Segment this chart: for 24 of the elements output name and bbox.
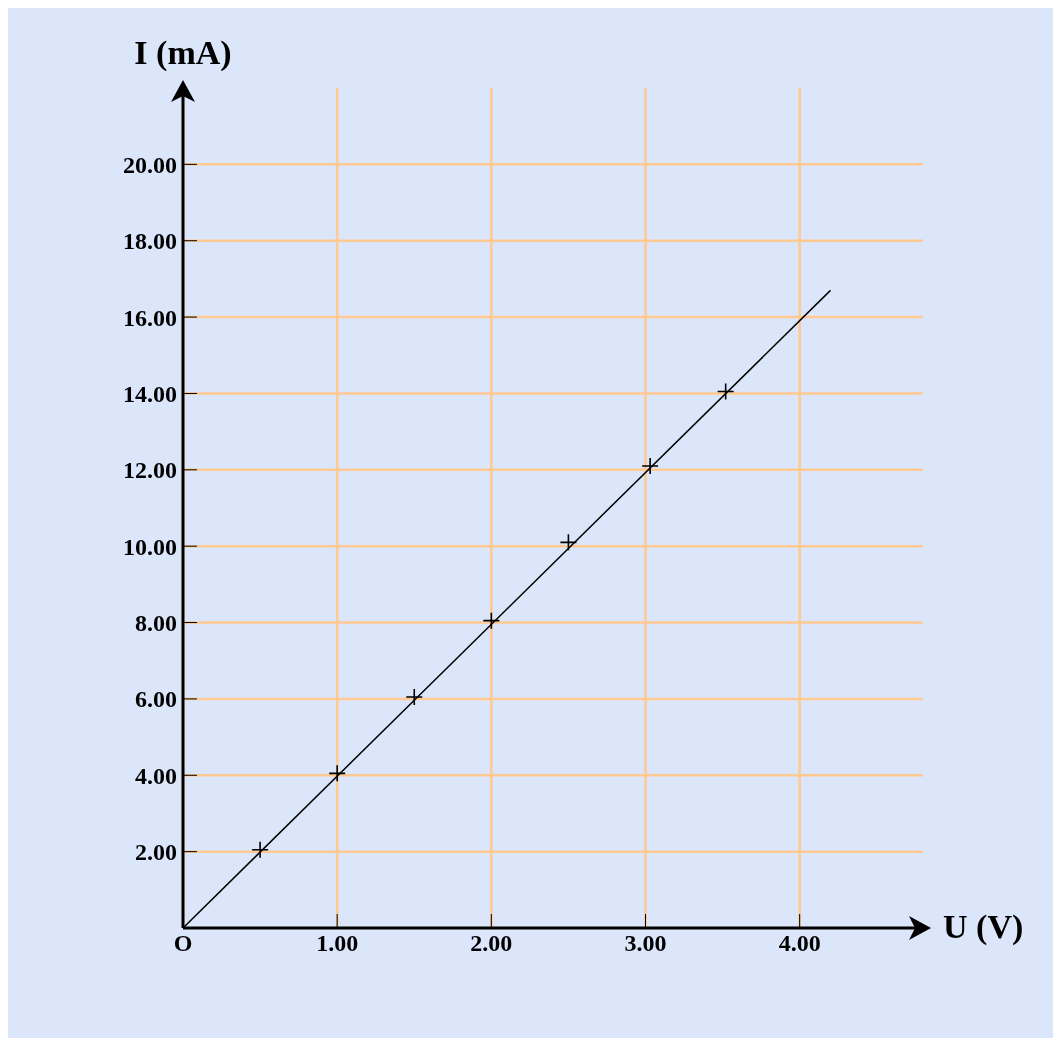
point <box>641 457 659 475</box>
point <box>559 533 578 552</box>
point <box>482 611 501 630</box>
y-tick-label: 8.00 <box>135 610 177 637</box>
y-tick-label: 4.00 <box>135 762 177 789</box>
y-tick-label: 20.00 <box>123 151 177 178</box>
y-tick-label: 14.00 <box>123 380 177 407</box>
point <box>251 840 269 859</box>
y-tick-label: 18.00 <box>123 228 177 255</box>
point <box>716 382 735 401</box>
point <box>405 688 424 706</box>
y-tick-label: 10.00 <box>123 533 177 560</box>
y-tick-label: 12.00 <box>123 457 177 484</box>
point <box>328 764 346 783</box>
x-tick-label: 1.00 <box>316 930 359 957</box>
y-axis-title: I (mA) <box>134 34 232 72</box>
x-tick-label: O <box>173 930 193 957</box>
y-tick-label: 6.00 <box>135 686 177 713</box>
y-tick-label: 16.00 <box>123 304 177 331</box>
y-tick-label: 2.00 <box>135 839 177 866</box>
x-tick-label: 3.00 <box>624 930 667 957</box>
x-axis-title: U (V) <box>943 908 1024 946</box>
x-tick-label: 4.00 <box>778 930 821 957</box>
x-tick-label: 2.00 <box>470 930 513 957</box>
